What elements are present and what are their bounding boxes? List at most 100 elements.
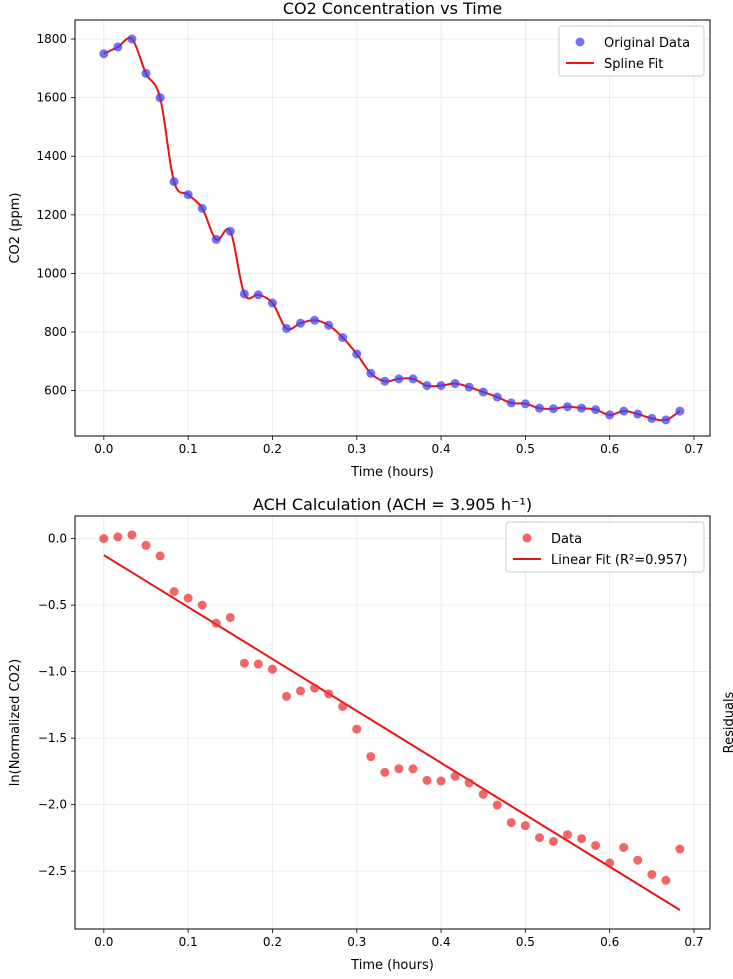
x-tick-label: 0.6 — [600, 935, 619, 949]
data-point — [155, 551, 165, 561]
data-point — [127, 34, 137, 44]
data-point — [478, 789, 488, 799]
y-tick-label: −2.0 — [38, 798, 67, 812]
data-point — [408, 374, 418, 384]
data-point — [366, 752, 376, 762]
co2-legend: Original Data Spline Fit — [558, 25, 705, 77]
data-point — [211, 234, 221, 244]
data-point — [352, 349, 362, 359]
x-tick-label: 0.5 — [516, 442, 535, 456]
data-point — [534, 833, 544, 843]
co2-y-axis-label: CO2 (ppm) — [8, 192, 23, 263]
data-point — [563, 830, 573, 840]
data-point — [394, 374, 404, 384]
data-point — [647, 413, 657, 423]
data-point — [197, 203, 207, 213]
data-point — [619, 406, 629, 416]
x-tick-label: 0.7 — [684, 442, 703, 456]
data-point — [619, 842, 629, 852]
data-point — [183, 190, 193, 200]
ach-chart-title: ACH Calculation (ACH = 3.905 h⁻¹) — [253, 495, 532, 514]
data-point — [127, 530, 137, 540]
y-tick-label: 1800 — [36, 32, 67, 46]
data-point — [675, 844, 685, 854]
ach-legend-marker-data — [522, 533, 532, 543]
data-point — [534, 403, 544, 413]
ach-ticks: 0.0 0.1 0.2 0.3 0.4 0.5 0.6 0.7 −2.5 −2.0 −1.5 −1.0… — [38, 532, 704, 949]
ach-plot-frame — [74, 515, 711, 930]
data-point — [633, 409, 643, 419]
co2-legend-marker-original — [575, 37, 585, 47]
data-point — [605, 858, 615, 868]
data-point — [605, 410, 615, 420]
data-point — [548, 836, 558, 846]
ach-grid — [75, 516, 710, 929]
data-point — [225, 612, 235, 622]
ach-chart: 0.0 0.1 0.2 0.3 0.4 0.5 0.6 0.7 −2.5 −2.0 −1.5 −1.0… — [8, 495, 733, 973]
data-point — [141, 540, 151, 550]
data-point — [324, 689, 334, 699]
ach-plot-area — [75, 516, 710, 929]
data-point — [338, 701, 348, 711]
data-point — [633, 855, 643, 865]
data-point — [520, 821, 530, 831]
data-point — [506, 818, 516, 828]
data-point — [464, 778, 474, 788]
co2-plot-frame — [74, 19, 711, 437]
ach-y-axis-label: ln(Normalized CO2) — [8, 659, 23, 786]
data-point — [296, 318, 306, 328]
data-point — [267, 664, 277, 674]
co2-plot-area — [75, 20, 710, 436]
data-point — [394, 764, 404, 774]
x-tick-label: 0.1 — [179, 442, 198, 456]
x-tick-label: 0.4 — [432, 935, 451, 949]
data-point — [141, 68, 151, 78]
data-point — [99, 49, 109, 59]
data-point — [338, 333, 348, 343]
data-point — [591, 405, 601, 415]
y-tick-label: 1400 — [36, 149, 67, 163]
data-point — [225, 226, 235, 236]
data-point — [422, 381, 432, 391]
data-point — [211, 618, 221, 628]
data-point — [380, 376, 390, 386]
y-tick-label: 800 — [44, 325, 67, 339]
data-point — [366, 368, 376, 378]
ach-legend-label-linear-fit: Linear Fit (R²=0.957) — [551, 553, 687, 568]
data-point — [197, 600, 207, 610]
x-tick-label: 0.0 — [94, 935, 113, 949]
co2-series — [99, 34, 685, 425]
co2-chart-title: CO2 Concentration vs Time — [283, 0, 502, 18]
data-point — [591, 840, 601, 850]
data-point — [478, 387, 488, 397]
x-tick-label: 0.7 — [684, 935, 703, 949]
data-point — [464, 382, 474, 392]
x-tick-label: 0.0 — [94, 442, 113, 456]
data-point — [577, 834, 587, 844]
data-point — [113, 532, 123, 542]
data-point — [352, 724, 362, 734]
x-tick-label: 0.2 — [263, 935, 282, 949]
y-tick-label: 600 — [44, 384, 67, 398]
data-point — [296, 686, 306, 696]
ach-legend: Data Linear Fit (R²=0.957) — [505, 521, 705, 573]
data-point — [267, 298, 277, 308]
y-tick-label: −1.0 — [38, 665, 67, 679]
data-point — [577, 403, 587, 413]
co2-ticks: 0.0 0.1 0.2 0.3 0.4 0.5 0.6 0.7 600 800 1000 1200 14… — [36, 32, 703, 456]
data-point — [282, 691, 292, 701]
data-point — [450, 379, 460, 389]
co2-x-axis-label: Time (hours) — [350, 465, 434, 480]
x-tick-label: 0.3 — [347, 935, 366, 949]
data-point — [253, 290, 263, 300]
data-point — [675, 406, 685, 416]
x-tick-label: 0.5 — [516, 935, 535, 949]
data-point — [492, 800, 502, 810]
y-tick-label: 1200 — [36, 208, 67, 222]
ach-series — [99, 530, 685, 911]
data-point — [282, 323, 292, 333]
data-point — [169, 177, 179, 187]
data-point — [450, 771, 460, 781]
data-point — [99, 534, 109, 544]
